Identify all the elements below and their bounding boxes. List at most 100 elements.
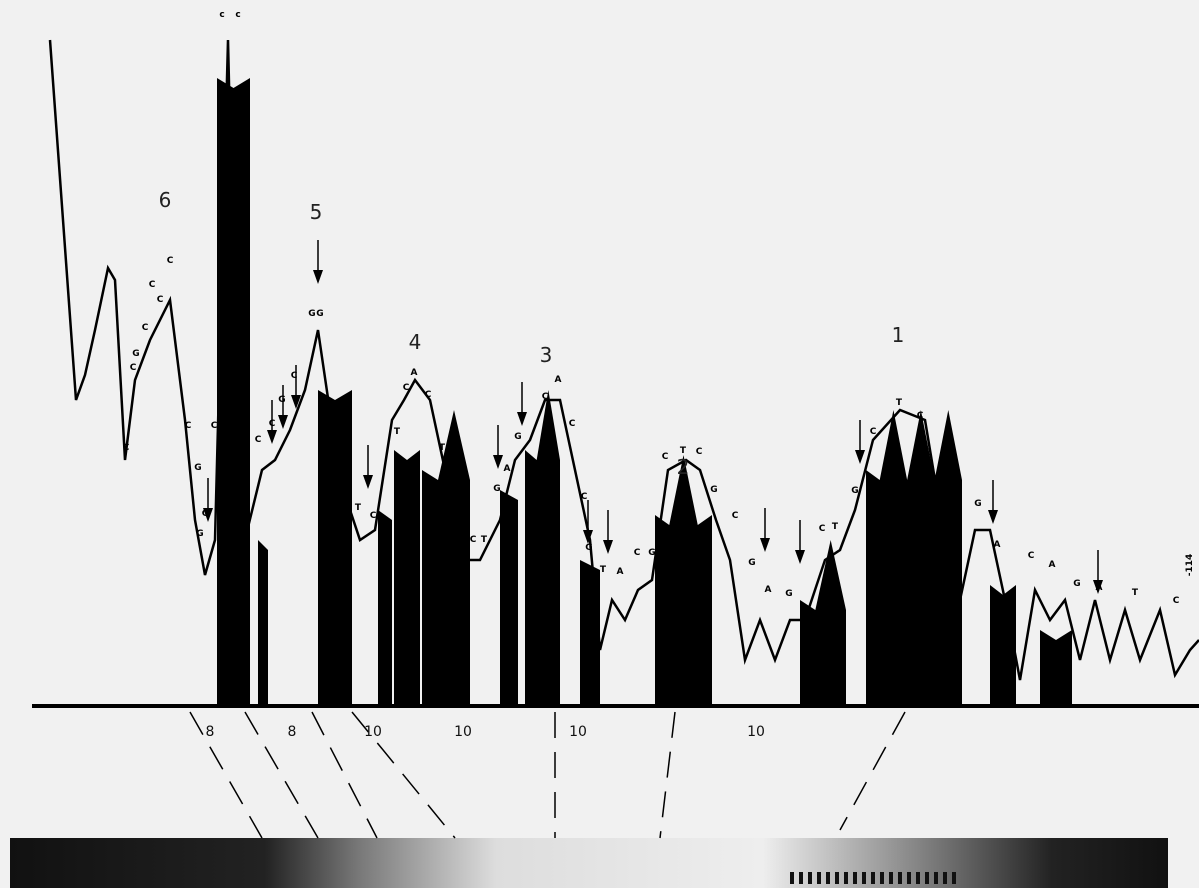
top-label: c: [219, 10, 224, 20]
base-label: C: [185, 421, 192, 431]
position-label: -114: [1185, 554, 1195, 577]
base-label: C: [269, 419, 276, 429]
gel-band: [934, 872, 938, 884]
region-label: 6: [159, 188, 172, 212]
gel-strip: [10, 838, 1168, 888]
base-label: A: [555, 375, 562, 385]
base-label: C: [425, 390, 432, 400]
peak-fill: [580, 560, 600, 706]
peak-fill: [500, 490, 518, 706]
base-label: T: [481, 535, 488, 545]
base-label: C: [634, 548, 641, 558]
gel-band: [835, 872, 839, 884]
base-label: G: [710, 485, 717, 495]
base-label: C: [403, 383, 410, 393]
spacing-label: 8: [206, 724, 215, 740]
base-label: C: [142, 323, 149, 333]
gel-band: [844, 872, 848, 884]
base-label: C: [542, 392, 549, 402]
base-label: T: [600, 565, 607, 575]
base-label: C: [470, 535, 477, 545]
base-label: A: [1096, 583, 1103, 593]
base-label: C: [291, 371, 298, 381]
gel-band: [862, 872, 866, 884]
base-label: G: [974, 499, 981, 509]
spacing-label: 10: [454, 724, 472, 740]
gel-band: [817, 872, 821, 884]
peak-fill: [258, 540, 268, 706]
peak-fill: [394, 450, 420, 706]
footprint-figure: cc6543218810101010GCCCCCCCCGCGCCGCGGTGTC…: [0, 0, 1199, 888]
base-label: C: [581, 492, 588, 502]
base-label: T: [449, 491, 456, 501]
spacing-label: 10: [569, 724, 587, 740]
spacing-label: 10: [747, 724, 765, 740]
base-label: C: [202, 509, 209, 519]
gel-band: [925, 872, 929, 884]
top-label: c: [235, 10, 240, 20]
base-label: C: [255, 435, 262, 445]
base-label: G: [514, 432, 521, 442]
base-label: C: [130, 363, 137, 373]
base-label: C: [1028, 551, 1035, 561]
base-label: C: [457, 522, 464, 532]
base-label: G: [316, 309, 323, 319]
base-label: T: [1132, 588, 1139, 598]
base-label: C: [167, 256, 174, 266]
gel-band: [880, 872, 884, 884]
gel-band: [790, 872, 794, 884]
base-label: G: [194, 463, 201, 473]
base-label: G: [648, 548, 655, 558]
gel-band: [853, 872, 857, 884]
base-label: C: [1173, 596, 1180, 606]
base-label: A: [994, 540, 1001, 550]
base-label: G: [785, 589, 792, 599]
peak-fill: [1040, 630, 1072, 706]
base-label: C: [870, 427, 877, 437]
base-label: C: [662, 452, 669, 462]
region-label: 5: [310, 200, 323, 224]
base-label: T: [439, 443, 446, 453]
gel-band: [952, 872, 956, 884]
spacing-label: 8: [288, 724, 297, 740]
gel-band: [889, 872, 893, 884]
base-label: A: [1049, 560, 1056, 570]
gel-band: [907, 872, 911, 884]
base-label: T: [341, 423, 348, 433]
base-label: T: [355, 503, 362, 513]
region-label: 1: [892, 323, 905, 347]
base-label: T: [946, 510, 953, 520]
base-label: A: [765, 585, 772, 595]
base-label: C: [157, 295, 164, 305]
spacing-label: 10: [364, 724, 382, 740]
gel-band: [799, 872, 803, 884]
region-label: 2: [677, 455, 690, 479]
base-label: C: [123, 443, 130, 453]
base-label: C: [211, 421, 218, 431]
gel-band: [871, 872, 875, 884]
base-label: C: [370, 511, 377, 521]
base-label: G: [278, 395, 285, 405]
base-label: C: [696, 447, 703, 457]
base-label: C: [917, 411, 924, 421]
region-label: 3: [540, 343, 553, 367]
base-label: C: [569, 419, 576, 429]
base-label: G: [196, 529, 203, 539]
base-label: G: [132, 349, 139, 359]
base-label: T: [896, 398, 903, 408]
base-label: A: [617, 567, 624, 577]
base-label: A: [504, 464, 511, 474]
base-label: T: [832, 522, 839, 532]
base-label: G: [308, 309, 315, 319]
base-label: T: [680, 446, 687, 456]
base-label: C: [732, 511, 739, 521]
region-label: 4: [409, 330, 422, 354]
base-label: G: [748, 558, 755, 568]
gel-band: [916, 872, 920, 884]
base-label: G: [342, 483, 349, 493]
base-label: T: [394, 427, 401, 437]
base-label: A: [411, 368, 418, 378]
base-label: C: [819, 524, 826, 534]
base-label: C: [149, 280, 156, 290]
background: [0, 0, 1199, 888]
